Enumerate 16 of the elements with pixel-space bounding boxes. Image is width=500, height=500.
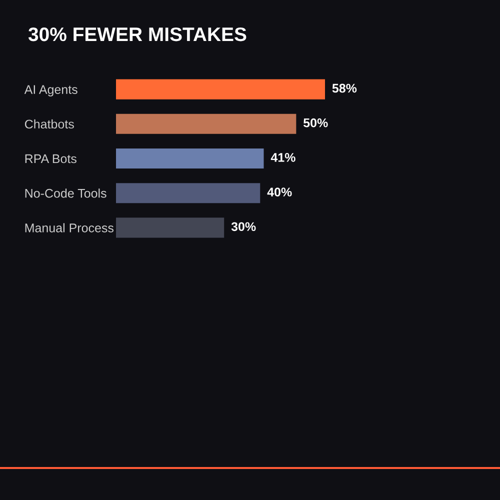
bar: [116, 218, 224, 238]
y-tick-label: No-Code Tools: [25, 188, 106, 198]
data-label: 40%: [267, 188, 292, 196]
y-tick-label: AI Agents: [24, 85, 78, 96]
bar: [116, 114, 296, 134]
data-label: 50%: [304, 118, 328, 128]
bar: [116, 148, 264, 169]
data-label: 30%: [231, 222, 256, 232]
bar: [116, 183, 260, 204]
bar: [116, 79, 325, 100]
data-label: 58%: [332, 84, 357, 93]
y-tick-label: Manual Process: [25, 223, 114, 232]
chart-title: 30% FEWER MISTAKES: [28, 27, 246, 42]
y-tick-label: Chatbots: [24, 119, 74, 129]
data-label: 41%: [270, 153, 296, 162]
y-tick-label: RPA Bots: [25, 154, 76, 164]
